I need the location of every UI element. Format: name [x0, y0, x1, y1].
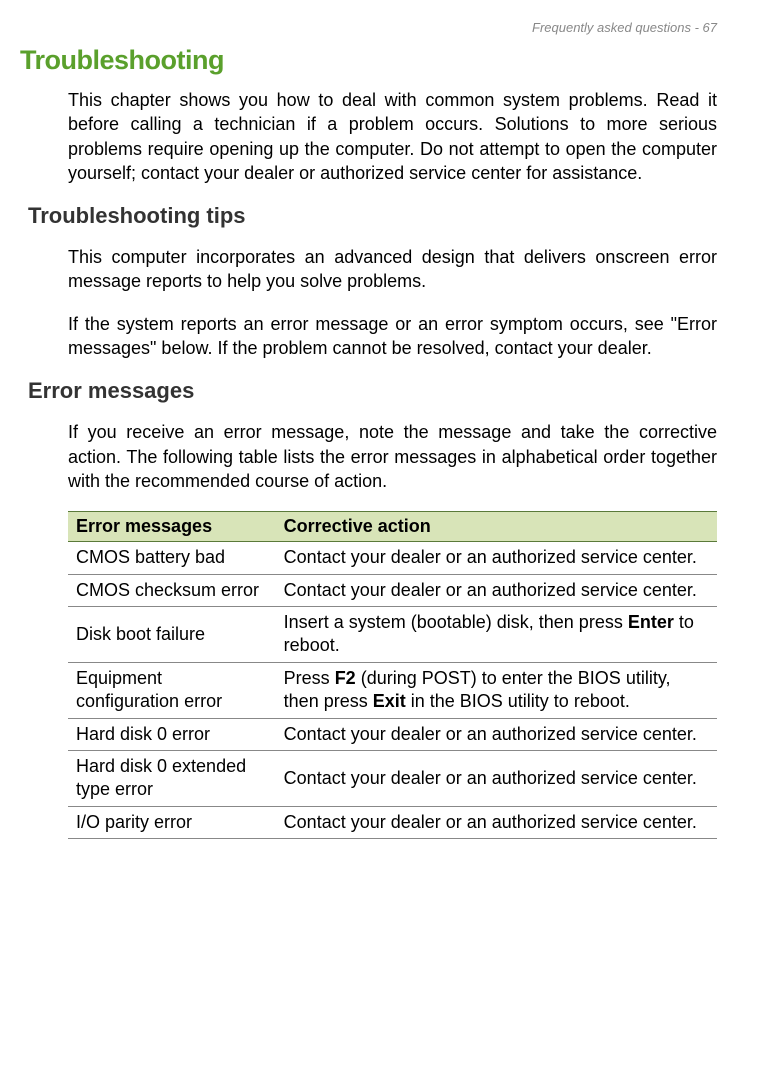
- cell-action: Press F2 (during POST) to enter the BIOS…: [276, 662, 717, 718]
- cell-msg: Hard disk 0 extended type error: [68, 751, 276, 807]
- error-table: Error messages Corrective action CMOS ba…: [68, 511, 717, 839]
- cell-action: Contact your dealer or an authorized ser…: [276, 542, 717, 574]
- table-row: Hard disk 0 error Contact your dealer or…: [68, 718, 717, 750]
- cell-msg: Hard disk 0 error: [68, 718, 276, 750]
- intro-paragraph: This chapter shows you how to deal with …: [68, 88, 717, 185]
- cell-action: Contact your dealer or an authorized ser…: [276, 574, 717, 606]
- errors-intro: If you receive an error message, note th…: [68, 420, 717, 493]
- table-row: Equipment configuration error Press F2 (…: [68, 662, 717, 718]
- table-row: Hard disk 0 extended type error Contact …: [68, 751, 717, 807]
- errors-heading: Error messages: [28, 378, 717, 404]
- page-header: Frequently asked questions - 67: [20, 20, 717, 35]
- cell-msg: I/O parity error: [68, 806, 276, 838]
- tips-heading: Troubleshooting tips: [28, 203, 717, 229]
- cell-action: Contact your dealer or an authorized ser…: [276, 806, 717, 838]
- cell-action: Contact your dealer or an authorized ser…: [276, 751, 717, 807]
- cell-msg: CMOS battery bad: [68, 542, 276, 574]
- table-row: I/O parity error Contact your dealer or …: [68, 806, 717, 838]
- tips-para1: This computer incorporates an advanced d…: [68, 245, 717, 294]
- th-error-messages: Error messages: [68, 512, 276, 542]
- table-header-row: Error messages Corrective action: [68, 512, 717, 542]
- cell-action: Contact your dealer or an authorized ser…: [276, 718, 717, 750]
- tips-para2: If the system reports an error message o…: [68, 312, 717, 361]
- cell-action: Insert a system (bootable) disk, then pr…: [276, 607, 717, 663]
- page-title: Troubleshooting: [20, 45, 717, 76]
- table-row: CMOS battery bad Contact your dealer or …: [68, 542, 717, 574]
- cell-msg: Disk boot failure: [68, 607, 276, 663]
- table-row: CMOS checksum error Contact your dealer …: [68, 574, 717, 606]
- table-row: Disk boot failure Insert a system (boota…: [68, 607, 717, 663]
- cell-msg: Equipment configuration error: [68, 662, 276, 718]
- cell-msg: CMOS checksum error: [68, 574, 276, 606]
- error-table-container: Error messages Corrective action CMOS ba…: [68, 511, 717, 839]
- th-corrective-action: Corrective action: [276, 512, 717, 542]
